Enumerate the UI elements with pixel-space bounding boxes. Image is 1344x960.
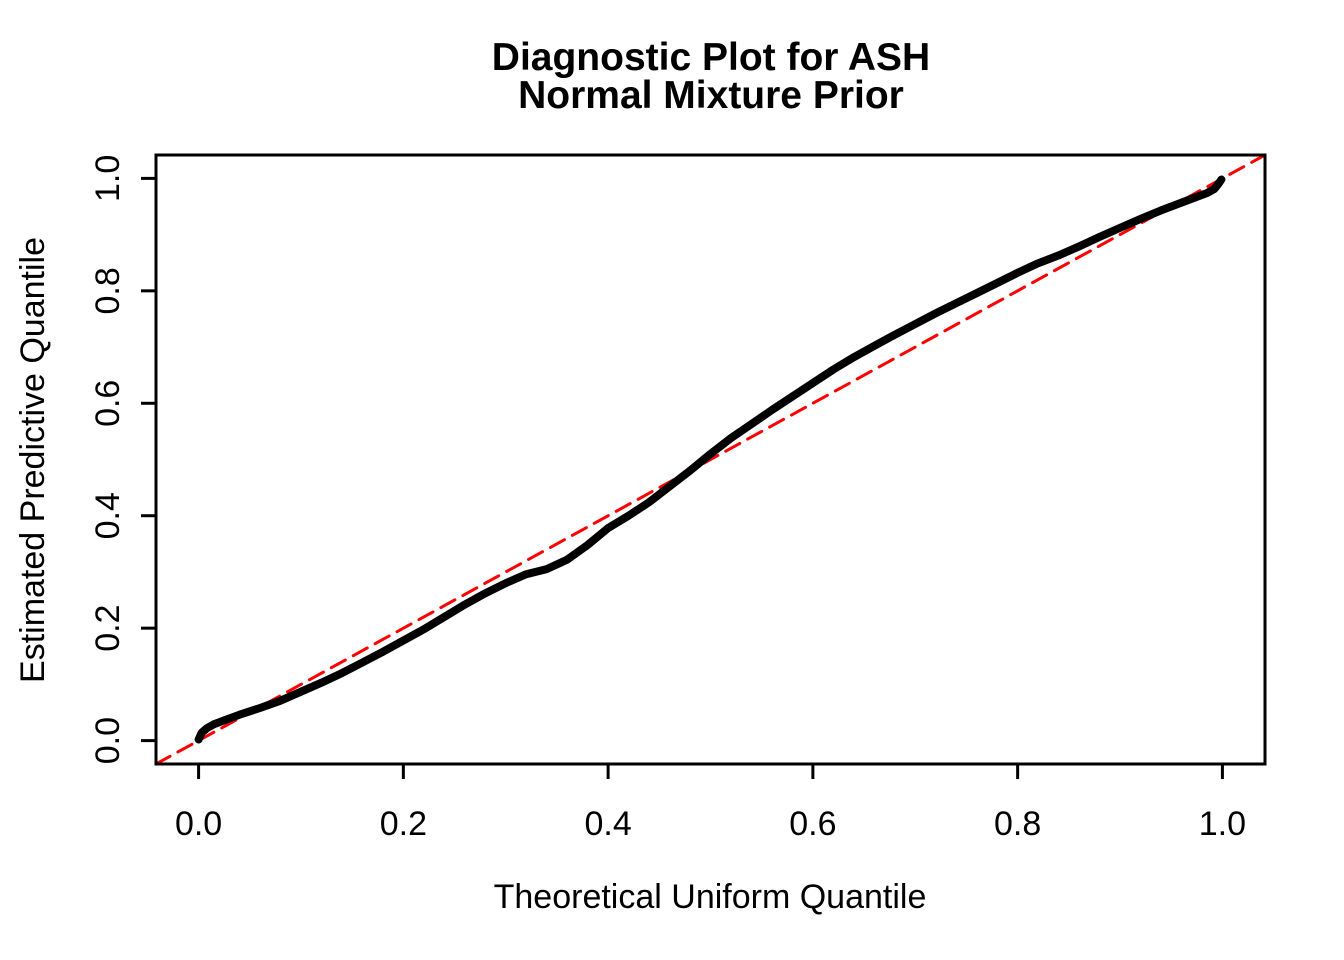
y-tick-label: 0.6 [89, 380, 127, 427]
x-tick-label: 0.2 [380, 805, 427, 843]
y-tick-label: 1.0 [89, 155, 127, 202]
x-tick-label: 0.0 [175, 805, 222, 843]
y-axis-label: Estimated Predictive Quantile [14, 237, 52, 683]
x-tick-label: 0.8 [994, 805, 1041, 843]
y-tick-label: 0.0 [89, 717, 127, 764]
x-tick-label: 0.4 [584, 805, 631, 843]
chart-title-line1: Diagnostic Plot for ASH [492, 36, 930, 79]
reference-line [154, 153, 1267, 766]
x-tick-label: 1.0 [1199, 805, 1246, 843]
y-tick-label: 0.2 [89, 605, 127, 652]
y-tick-label: 0.8 [89, 267, 127, 314]
chart-title-line2: Normal Mixture Prior [518, 74, 904, 117]
plot-border [154, 153, 1267, 766]
y-tick-label: 0.4 [89, 492, 127, 539]
x-tick-label: 0.6 [789, 805, 836, 843]
qq-curve [194, 175, 1226, 744]
x-axis-label: Theoretical Uniform Quantile [494, 878, 927, 916]
